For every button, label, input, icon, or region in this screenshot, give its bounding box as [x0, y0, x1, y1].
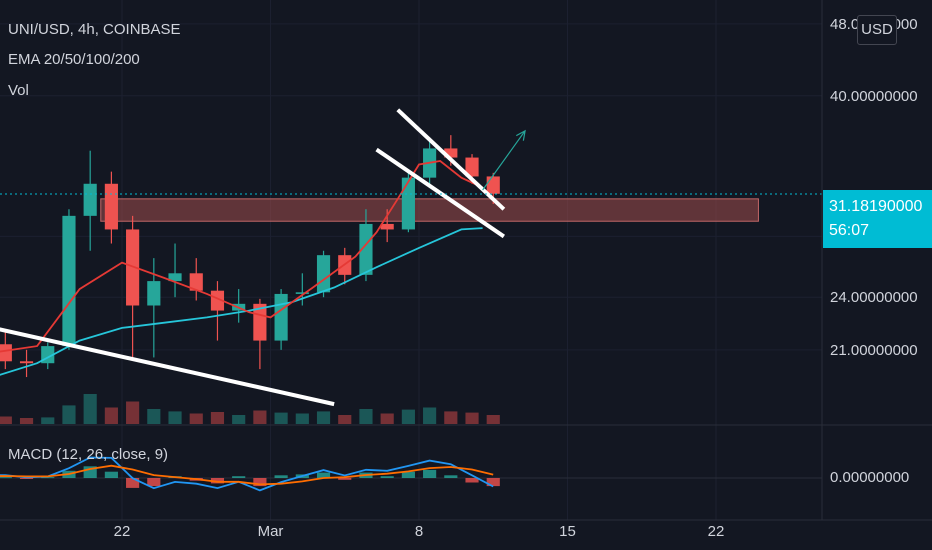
macd-histogram-bar	[126, 478, 140, 488]
signal-line	[0, 464, 494, 486]
macd-histogram-bar	[0, 477, 12, 479]
macd-histogram-bar	[444, 475, 458, 478]
macd-zero-label: 0.00000000	[830, 469, 909, 486]
volume-bar	[232, 415, 246, 424]
volume-bar	[104, 407, 118, 424]
volume-bar	[401, 409, 415, 424]
candle-body	[486, 176, 500, 194]
currency-button[interactable]: USD	[857, 15, 897, 45]
volume-bar	[465, 412, 479, 424]
volume-bar	[423, 407, 437, 424]
macd-histogram-bar	[147, 478, 161, 487]
candle-body	[189, 273, 203, 291]
volume-bar	[126, 401, 140, 424]
y-tick-label: 21.00000000	[830, 342, 918, 359]
macd-histogram-bar	[486, 478, 500, 487]
volume-bar	[62, 405, 76, 424]
candle-body	[104, 183, 118, 230]
macd-histogram-bar	[232, 476, 246, 478]
volume-bar	[0, 416, 12, 424]
candle-body	[359, 223, 373, 275]
volume-bar	[83, 394, 97, 424]
macd-histogram-bar	[83, 466, 97, 478]
volume-bar	[444, 411, 458, 424]
trendlines	[0, 108, 526, 407]
macd-histogram-bar	[380, 476, 394, 478]
x-tick-label: 15	[559, 523, 576, 540]
volume-bars	[0, 394, 500, 424]
candle-body	[210, 290, 225, 311]
trendline	[375, 147, 505, 239]
macd-histogram-bar	[401, 471, 415, 478]
candle-body	[83, 183, 97, 216]
y-tick-label: 40.00000000	[830, 88, 918, 105]
projection-arrow-head	[516, 129, 526, 141]
macd-pane	[0, 456, 822, 492]
candle-body	[401, 177, 415, 230]
projection-arrow	[482, 130, 526, 191]
x-tick-label: Mar	[258, 523, 284, 540]
volume-legend: Vol	[8, 82, 29, 99]
y-tick-label: 24.00000000	[830, 289, 918, 306]
volume-bar	[253, 410, 267, 424]
candle-body	[295, 292, 309, 294]
x-tick-label: 22	[114, 523, 131, 540]
x-tick-label: 22	[708, 523, 725, 540]
volume-bar	[359, 409, 373, 424]
candle-body	[147, 281, 161, 306]
candle-body	[126, 229, 140, 306]
macd-histogram-bar	[210, 478, 225, 484]
macd-histogram-bar	[316, 472, 331, 478]
volume-bar	[210, 412, 225, 424]
volume-bar	[19, 418, 34, 424]
candle-body	[19, 361, 34, 364]
candle-body	[274, 293, 288, 341]
macd-histogram-bar	[274, 475, 288, 478]
macd-histogram-bar	[338, 478, 352, 480]
volume-bar	[41, 417, 55, 424]
ema-legend: EMA 20/50/100/200	[8, 51, 140, 68]
last-price-value: 31.18190000	[829, 198, 923, 215]
volume-bar	[274, 412, 288, 424]
ema-short-line	[0, 160, 483, 353]
candle-body	[62, 215, 76, 347]
candle-body	[168, 273, 182, 282]
volume-bar	[147, 409, 161, 424]
candle-body	[0, 344, 12, 362]
candle-body	[253, 303, 267, 341]
last-price-label: 31.18190000 56:07	[823, 190, 932, 248]
macd-legend: MACD (12, 26, close, 9)	[8, 446, 169, 463]
ema-long-line	[0, 227, 483, 376]
volume-bar	[380, 413, 394, 424]
support-zone	[100, 198, 759, 222]
trendline	[0, 327, 335, 407]
x-tick-label: 8	[415, 523, 423, 540]
grid	[0, 0, 822, 520]
volume-bar	[168, 411, 182, 424]
volume-bar	[486, 415, 500, 424]
candles	[0, 135, 500, 378]
symbol-title: UNI/USD, 4h, COINBASE	[8, 21, 181, 38]
volume-bar	[295, 413, 309, 424]
macd-histogram-bar	[465, 478, 479, 483]
volume-bar	[316, 411, 331, 424]
macd-histogram-bar	[423, 469, 437, 478]
volume-bar	[338, 415, 352, 424]
candle-body	[444, 148, 458, 158]
macd-histogram-bar	[41, 477, 55, 479]
candle-body	[465, 157, 479, 177]
macd-histogram-bar	[253, 478, 267, 487]
macd-histogram-bar	[19, 478, 34, 479]
volume-bar	[189, 413, 203, 424]
candle-body	[380, 223, 394, 230]
candle-body	[316, 255, 331, 293]
trendline	[396, 108, 506, 211]
macd-histogram-bar	[104, 471, 118, 478]
bar-countdown: 56:07	[829, 222, 870, 239]
